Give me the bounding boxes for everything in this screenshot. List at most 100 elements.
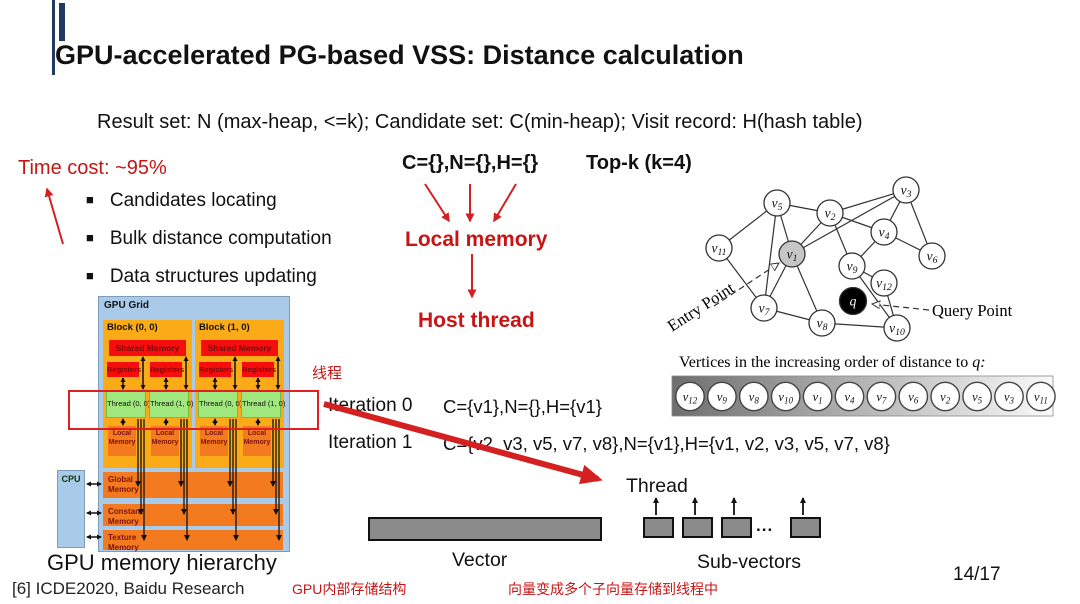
thread-box: Thread (1, 0)	[149, 390, 193, 418]
bullet-text: Bulk distance computation	[109, 228, 332, 249]
graph-node-v4	[870, 218, 898, 246]
svg-text:v4: v4	[844, 390, 855, 406]
topk-label: Top-k (k=4)	[586, 152, 692, 174]
bullet-text: Data structures updating	[109, 266, 317, 287]
svg-text:v8: v8	[749, 390, 760, 406]
graph-node-v8	[808, 309, 836, 337]
subvector-box	[682, 517, 713, 538]
thread-row-highlight	[68, 390, 319, 430]
initial-state-text: C={},N={},H={}	[402, 152, 539, 174]
iteration-0-state: C={v1},N={},H={v1}	[443, 396, 602, 417]
entry-point-arrow	[713, 263, 779, 307]
gpu-grid-label: GPU Grid	[104, 300, 150, 311]
entry-point-label: Entry Point	[664, 278, 738, 335]
registers: Registers	[150, 362, 184, 377]
graph-node-v2	[816, 199, 844, 227]
graph-node-v12	[870, 269, 898, 297]
graph-node-v1	[778, 240, 806, 268]
subvector-box	[790, 517, 821, 538]
svg-text:v7: v7	[876, 390, 887, 406]
iteration-0-label: Iteration 0	[328, 395, 413, 416]
order-node-v5	[962, 381, 992, 412]
graph-edge-v5-v7	[763, 202, 778, 309]
red-arrow	[44, 187, 64, 245]
graph-node-v9	[838, 252, 866, 280]
shared-memory: Shared Memory	[109, 340, 186, 356]
svg-text:v5: v5	[972, 390, 983, 406]
accent-bar-thick	[59, 3, 65, 41]
svg-text:v6: v6	[908, 390, 919, 406]
order-node-v9	[707, 381, 737, 412]
bullet-square-icon: ■	[86, 230, 94, 245]
thread-annotation: 线程	[312, 365, 343, 382]
time-cost-label: Time cost: ~95%	[18, 157, 167, 179]
gpu-block-1: Block (1, 0) Shared Memory Registers Reg…	[195, 320, 285, 468]
local-memory-box: Local Memory	[200, 426, 228, 456]
local-memory-box: Local Memory	[108, 426, 136, 456]
order-node-v6	[898, 381, 929, 412]
block-label: Block (0, 0)	[107, 322, 158, 333]
ellipsis: ...	[756, 516, 774, 535]
note-gpu-storage: GPU内部存储结构	[292, 581, 407, 597]
bullet-square-icon: ■	[86, 268, 94, 283]
subvector-box	[721, 517, 752, 538]
gpu-caption: GPU memory hierarchy	[47, 550, 277, 575]
graph-node-v7	[750, 294, 778, 322]
texture-memory-bar: Texture Memory	[103, 530, 283, 552]
svg-text:v2: v2	[825, 206, 836, 224]
svg-text:v1: v1	[813, 390, 823, 406]
constant-memory-bar: Constant Memory	[103, 504, 283, 526]
svg-text:v8: v8	[817, 316, 828, 334]
order-node-v4	[834, 381, 865, 412]
vector-bar	[368, 517, 602, 541]
order-node-v3	[994, 381, 1024, 412]
registers: Registers	[242, 362, 276, 377]
iteration-1-state: C={v2, v3, v5, v7, v8},N={v1},H={v1, v2,…	[443, 433, 890, 454]
page-number: 14/17	[953, 564, 1001, 585]
subvector-box	[643, 517, 674, 538]
note-vector-threads: 向量变成多个子向量存储到线程中	[508, 581, 718, 597]
distance-order-figure: Vertices in the increasing order of dist…	[671, 354, 1056, 417]
graph-node-v11	[705, 234, 733, 262]
iteration-1-label: Iteration 1	[328, 432, 413, 453]
cpu-box: CPU	[57, 470, 85, 548]
red-arrow	[424, 183, 450, 223]
red-arrow	[493, 183, 517, 223]
graph-edge-v3-v1	[791, 189, 907, 255]
local-memory-label: Local memory	[405, 228, 548, 251]
order-node-v11	[1026, 381, 1056, 412]
registers: Registers	[199, 362, 233, 377]
bullet-square-icon: ■	[86, 192, 94, 207]
order-node-v2	[930, 381, 961, 412]
order-node-v8	[738, 381, 769, 412]
global-memory-bar: Global Memory	[103, 472, 283, 498]
order-node-v12	[675, 381, 705, 412]
svg-text:v2: v2	[940, 390, 951, 406]
order-node-v7	[866, 381, 897, 412]
svg-text:v9: v9	[717, 390, 728, 406]
svg-text:v1: v1	[787, 247, 798, 265]
local-memory-box: Local Memory	[151, 426, 179, 456]
svg-text:q: q	[850, 294, 857, 309]
local-memory-box: Local Memory	[243, 426, 271, 456]
svg-text:v3: v3	[1004, 390, 1015, 406]
query-point-label: Query Point	[932, 301, 1013, 320]
subtitle: Result set: N (max-heap, <=k); Candidate…	[97, 111, 863, 133]
graph-node-v3	[892, 176, 920, 204]
thread-label: Thread	[626, 475, 688, 497]
graph-node-v5	[763, 189, 791, 217]
order-circles: v12 v9 v8 v10 v1 v4 v7 v6 v2 v5 v3 v11	[675, 381, 1056, 412]
gpu-block-0: Block (0, 0) Shared Memory Registers Reg…	[103, 320, 193, 468]
registers: Registers	[107, 362, 141, 377]
svg-text:v3: v3	[901, 183, 912, 201]
accent-bar-thin	[52, 0, 55, 75]
shared-memory: Shared Memory	[201, 340, 278, 356]
bullet-text: Candidates locating	[109, 190, 277, 211]
order-node-v1	[802, 381, 833, 412]
svg-text:v9: v9	[847, 259, 858, 277]
block-label: Block (1, 0)	[199, 322, 250, 333]
vector-label: Vector	[452, 549, 508, 571]
